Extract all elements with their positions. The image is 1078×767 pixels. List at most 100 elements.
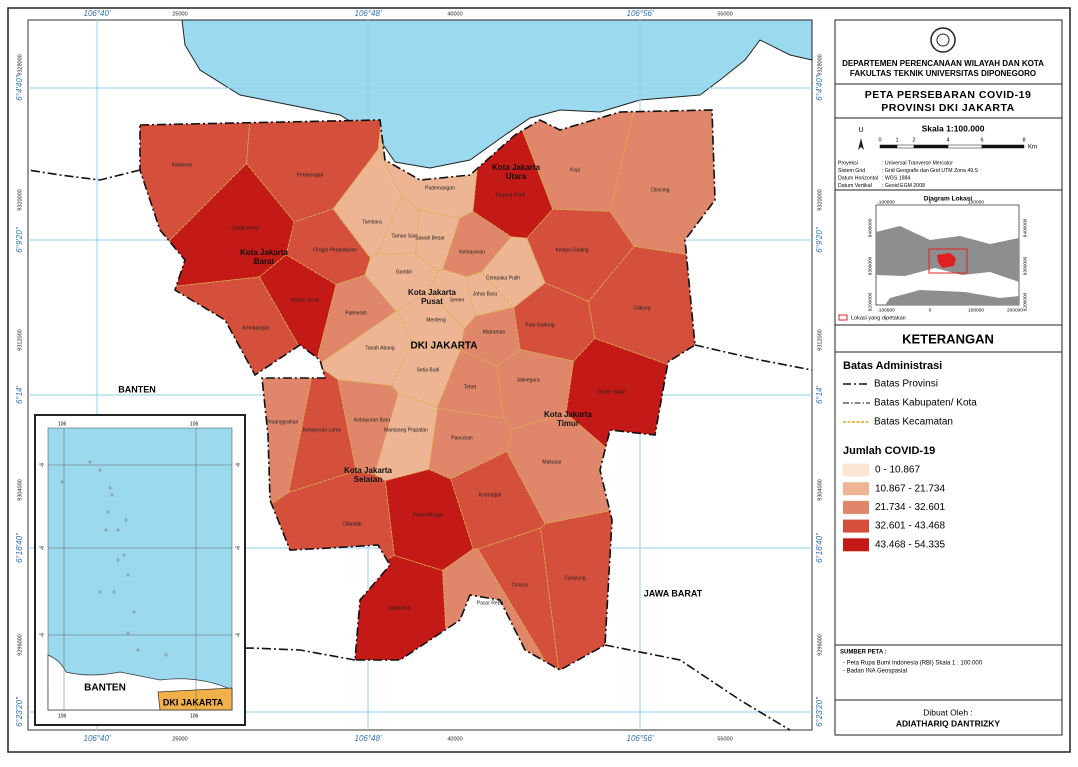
grid-label-right: 9312000 <box>817 329 823 350</box>
north-arrow <box>858 138 864 150</box>
diagram-x-tick: -100000 <box>877 199 895 205</box>
location-diagram: Lokasi yang dipetakan -100000 -100000 0 0 10… <box>838 199 1028 321</box>
district-label: Penjaringan <box>297 172 324 178</box>
map-info: Proyeksi: Universal Tranverse Mercator Si… <box>838 160 979 189</box>
grid-label-left: 6°23'20" <box>15 696 24 727</box>
inset-lat-label: -6 <box>39 633 45 638</box>
inset-island <box>88 460 92 464</box>
scale-tick: 1 <box>895 137 898 143</box>
inset-island <box>126 631 130 635</box>
neighbor-label: BANTEN <box>118 384 156 394</box>
district-area <box>477 527 561 670</box>
info-key: Sistem Grid <box>838 168 865 174</box>
inset-lon-label: 106 <box>58 421 67 427</box>
district-area <box>384 468 474 572</box>
info-key: Datum Horizontal <box>838 175 878 181</box>
district-label: Pasar Rebo <box>477 600 504 606</box>
district-label: Setia Budi <box>417 367 440 373</box>
grid-label-bottom: 25000 <box>172 736 187 742</box>
diagram-y-tick: 9200000 <box>867 292 873 311</box>
diagram-x-tick: 0 <box>929 199 932 205</box>
inset-lat-label: -6 <box>235 546 241 551</box>
class-label: 0 - 10.867 <box>875 465 920 476</box>
info-value: : Geoid EGM 2008 <box>882 183 925 189</box>
diagram-jakarta <box>937 253 956 268</box>
district-area <box>315 274 397 366</box>
institution: FAKULTAS TEKNIK UNIVERSITAS DIPONEGORO <box>850 69 1036 78</box>
grid-label-left: 9328000 <box>17 54 23 75</box>
region-label: Kota Jakarta Utara <box>491 163 541 181</box>
district-label: Gambir <box>396 269 413 275</box>
inset-jakarta <box>157 687 233 711</box>
district-label: Menteng <box>426 317 446 323</box>
grid-label-left: 9304000 <box>17 479 23 500</box>
source-item: - Peta Rupa Bumi Indonesia (RBI) Skala 1… <box>843 661 983 667</box>
district-label: Tanah Abang <box>365 345 394 351</box>
scale-tick: 6 <box>980 137 983 143</box>
inset-label: DKI JAKARTA <box>163 697 224 707</box>
grid-label-left: 6°18'40" <box>15 532 24 563</box>
info-key: Proyeksi <box>838 160 858 166</box>
diagram-y-tick: 9300000 <box>1022 256 1028 275</box>
province-label: DKI JAKARTA <box>410 341 477 352</box>
grid-label-right: 9328000 <box>817 54 823 75</box>
inset-island <box>124 518 128 522</box>
diagram-y-tick: 9200000 <box>1022 292 1028 311</box>
diagram-y-tick: 9400000 <box>867 218 873 237</box>
district-label: Kelapa Gading <box>555 247 588 253</box>
district-label: Pesanggrahan <box>266 419 299 425</box>
district-label: Taman Sari <box>391 233 416 239</box>
class-label: 43.468 - 54.335 <box>875 539 945 550</box>
grid-label-top: 40000 <box>447 11 462 17</box>
inset-map: 106 106 106 106 -6 -6 -6 -6 -6 -6 BANTEN DKI JAKART… <box>34 414 246 726</box>
scale-segment <box>896 144 915 149</box>
inset-lat-label: -6 <box>235 463 241 468</box>
district-area <box>246 110 384 223</box>
grid-label-left: 6°9'20" <box>15 226 24 253</box>
class-swatch <box>843 538 869 552</box>
grid-label-left: 9312000 <box>17 329 23 350</box>
grid-label-top: 106°48' <box>355 9 382 18</box>
inset-island <box>106 510 110 514</box>
inset-island <box>98 468 102 472</box>
author-title: Dibuat Oleh : <box>923 707 973 717</box>
class-swatch <box>843 482 869 496</box>
inset-island <box>104 528 108 532</box>
inset-sea <box>47 427 233 711</box>
district-label: Kebon Jeruk <box>291 297 320 303</box>
inset-island <box>132 610 136 614</box>
inset-island <box>126 573 130 577</box>
info-value: : WGS 1984 <box>882 175 910 181</box>
sidebar-frame <box>834 19 1063 736</box>
grid-label-top: 106°40' <box>84 9 111 18</box>
diagram-x-tick: 0 <box>929 307 932 313</box>
diagram-title: Diagram Lokasi <box>924 196 973 203</box>
district-label: Mampang Prapatan <box>384 427 428 433</box>
grid-label-left: 6°4'40" <box>15 74 24 101</box>
inset-label: BANTEN <box>84 683 126 694</box>
diagram-legend-swatch <box>838 314 848 321</box>
class-swatch <box>843 463 869 477</box>
district-label: Cilincing <box>651 187 670 193</box>
legend-subtitle: Jumlah COVID-19 <box>843 445 935 457</box>
class-label: 32.601 - 43.468 <box>875 521 945 532</box>
sources-title: SUMBER PETA : <box>840 650 887 656</box>
grid-label-bottom: 106°48' <box>355 734 382 743</box>
region-label: Kota Jakarta Barat <box>239 248 289 266</box>
inset-island <box>112 590 116 594</box>
district-label: Tambora <box>362 219 382 225</box>
class-swatch <box>843 519 869 533</box>
district-label: Koja <box>570 167 580 173</box>
district-label: Johar Baru <box>473 291 498 297</box>
inset-lon-label: 106 <box>190 421 199 427</box>
district-label: Cempaka Putih <box>486 275 520 281</box>
legend: Batas Provinsi Batas Kabupaten/ Kota Batas… <box>843 379 977 552</box>
region-label-box: Kota Jakarta Utara <box>491 163 541 181</box>
region-label-box: Kota Jakarta Timur <box>544 410 592 428</box>
district-label: Ciracas <box>512 582 529 588</box>
neighbor-label: JAWA BARAT <box>644 588 703 598</box>
legend-title: KETERANGAN <box>902 331 994 346</box>
scale-text: Skala 1:100.000 <box>922 123 985 133</box>
grid-label-right: 9320000 <box>817 189 823 210</box>
inset-lon-label: 106 <box>58 713 67 719</box>
